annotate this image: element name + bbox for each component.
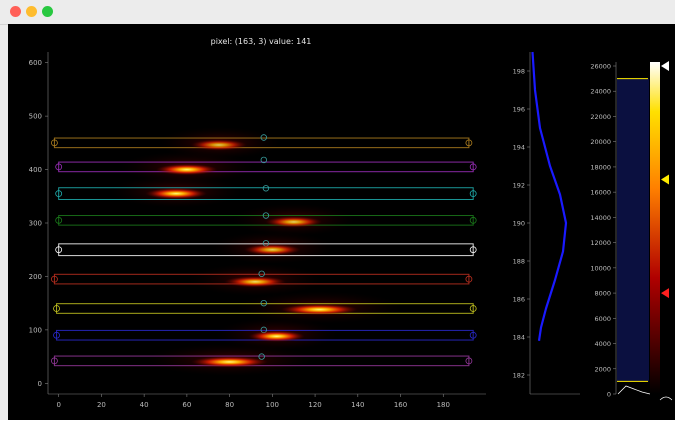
roi-handle-left[interactable]	[53, 305, 60, 312]
roi-center-handle[interactable]	[260, 156, 267, 164]
roi-handle-right[interactable]	[469, 216, 477, 224]
x-tick-label: 160	[394, 401, 407, 409]
roi-handle-right[interactable]	[465, 357, 473, 365]
roi-handle-right[interactable]	[469, 305, 477, 312]
roi-rectangle[interactable]	[58, 215, 474, 226]
y-tick-label: 300	[29, 220, 42, 228]
colorbar-tick-label: 24000	[590, 88, 611, 96]
x-tick-label: 120	[308, 401, 321, 409]
x-tick-label: 80	[225, 401, 234, 409]
plot-area[interactable]: pixel: (163, 3) value: 141 0 20 40 60 80 100 1…	[8, 24, 675, 420]
status-readout: pixel: (163, 3) value: 141	[211, 37, 312, 46]
roi-handle-left[interactable]	[55, 163, 63, 171]
x-tick-label: 140	[351, 401, 364, 409]
colorbar-tick-label: 6000	[594, 315, 611, 323]
profile-y-tick-label: 184	[513, 334, 525, 342]
y-tick-label: 600	[29, 59, 42, 67]
y-tick-label: 100	[29, 326, 42, 334]
intensity-blob	[145, 188, 207, 200]
profile-plot[interactable]: 182 184 186 188 190 192 194 196 198	[513, 51, 580, 395]
roi-rectangle[interactable]	[53, 355, 470, 367]
colorbar-tick-label: 14000	[590, 214, 611, 222]
colorbar-tick-label: 16000	[590, 189, 611, 197]
roi-rectangle[interactable]	[53, 137, 470, 149]
x-tick-label: 60	[182, 401, 191, 409]
colorbar-gradient	[650, 62, 660, 394]
roi-handle-left[interactable]	[51, 139, 58, 147]
roi-handle-left[interactable]	[55, 246, 63, 254]
colorbar-tick-label: 22000	[590, 113, 611, 121]
profile-y-tick-label: 198	[513, 68, 525, 76]
close-button[interactable]	[10, 6, 21, 17]
roi-handle-right[interactable]	[469, 246, 477, 254]
roi-rectangle[interactable]	[58, 243, 474, 257]
colorbar-low-handle[interactable]	[659, 396, 673, 401]
profile-y-tick-label: 190	[513, 220, 525, 228]
roi-handle-left[interactable]	[55, 216, 63, 224]
colorbar-tick-label: 12000	[590, 239, 611, 247]
histogram-region[interactable]	[617, 78, 649, 382]
x-tick-label: 180	[437, 401, 450, 409]
x-tick-label: 40	[140, 401, 149, 409]
y-tick-label: 200	[29, 273, 42, 281]
colorbar-tick-label: 8000	[594, 290, 611, 298]
roi-handle-right[interactable]	[465, 139, 473, 147]
roi-handle-left[interactable]	[53, 331, 60, 339]
intensity-blob	[244, 244, 301, 256]
profile-y-tick-label: 186	[513, 296, 525, 304]
profile-curve	[531, 51, 568, 341]
histogram-curve	[617, 385, 651, 395]
roi-handle-right[interactable]	[469, 163, 477, 171]
y-tick-label: 500	[29, 113, 42, 121]
colorbar-level-handle[interactable]	[661, 174, 669, 185]
roi-center-handle[interactable]	[262, 185, 270, 192]
colorbar-level-handle[interactable]	[661, 61, 669, 71]
roi-handle-left[interactable]	[51, 357, 58, 365]
intensity-blob	[248, 330, 305, 342]
intensity-blob	[224, 276, 287, 288]
colorbar-level-handle[interactable]	[661, 288, 669, 299]
roi-rectangle[interactable]	[56, 303, 474, 314]
x-tick-label: 0	[56, 401, 60, 409]
profile-y-tick-label: 182	[513, 372, 525, 380]
colorbar-tick-label: 18000	[590, 163, 611, 171]
x-tick-label: 20	[97, 401, 106, 409]
intensity-blob	[191, 356, 269, 368]
colorbar-tick-label: 2000	[594, 365, 611, 373]
profile-y-tick-label: 194	[513, 144, 525, 152]
roi-center-handle[interactable]	[260, 134, 267, 141]
intensity-blob	[190, 139, 248, 151]
roi-handle-right[interactable]	[469, 331, 477, 339]
colorbar-tick-label: 26000	[590, 63, 611, 71]
colorbar-tick-label: 4000	[594, 340, 611, 348]
roi-center-handle[interactable]	[260, 299, 267, 307]
image-plot[interactable]: 0 20 40 60 80 100 120 140 160 180 0 100 200 300 400 500…	[29, 52, 486, 409]
title-bar	[0, 0, 675, 25]
roi-rectangle[interactable]	[58, 187, 474, 200]
roi-handle-left[interactable]	[55, 190, 63, 198]
x-tick-label: 100	[266, 401, 279, 409]
colorbar-tick-label: 0	[607, 391, 611, 399]
zoom-button[interactable]	[42, 6, 53, 17]
intensity-blob	[265, 216, 322, 228]
profile-y-tick-label: 192	[513, 182, 525, 190]
minimize-button[interactable]	[26, 6, 37, 17]
roi-center-handle[interactable]	[262, 212, 270, 219]
intensity-blob	[280, 304, 358, 316]
roi-handle-right[interactable]	[469, 190, 477, 198]
colorbar-tick-label: 20000	[590, 138, 611, 146]
intensity-blob	[156, 164, 218, 176]
profile-y-tick-label: 196	[513, 106, 525, 114]
colorbar[interactable]: 0 2000 4000 6000 8000 10000 12000 14000 16000 180…	[590, 61, 673, 401]
y-tick-label: 0	[38, 380, 42, 388]
y-tick-label: 400	[29, 166, 42, 174]
roi-handle-left[interactable]	[51, 275, 58, 283]
profile-y-tick-label: 188	[513, 258, 525, 266]
colorbar-tick-label: 10000	[590, 264, 611, 272]
roi-handle-right[interactable]	[465, 275, 473, 283]
